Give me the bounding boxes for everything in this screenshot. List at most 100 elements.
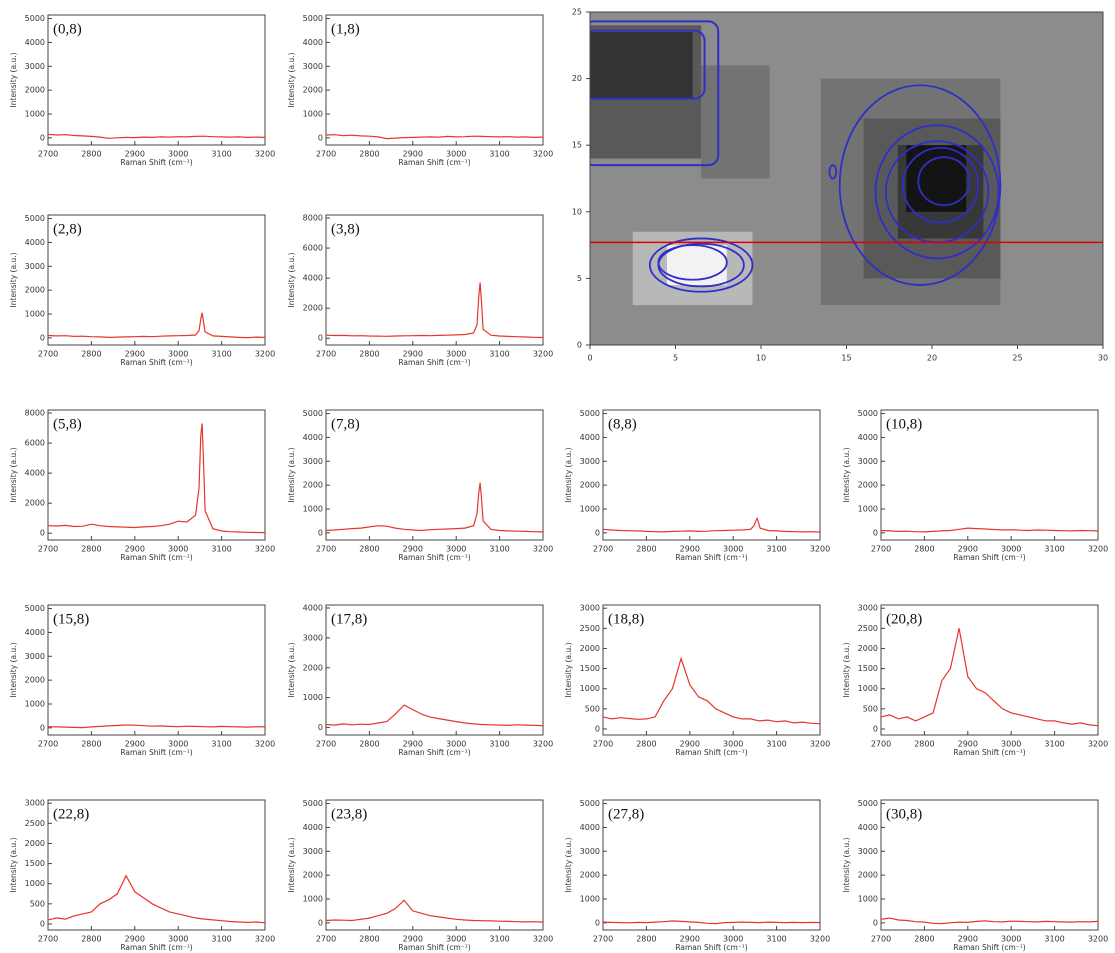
- x-tick-label: 2800: [914, 740, 934, 749]
- y-tick-label: 8000: [25, 409, 45, 418]
- y-tick-label: 2000: [303, 86, 323, 95]
- y-tick-label: 2500: [580, 624, 600, 633]
- y-tick-label: 3000: [25, 652, 45, 661]
- map-panel: 0510152025300510152025: [572, 8, 1108, 363]
- x-tick-label: 2800: [359, 740, 379, 749]
- y-axis-label: Intensity (a.u.): [287, 642, 296, 697]
- map-cell: [590, 32, 693, 99]
- y-tick-label: 2500: [25, 819, 45, 828]
- y-tick-label: 1000: [25, 879, 45, 888]
- spectrum-panel: 2700280029003000310032000100020003000400…: [287, 799, 553, 952]
- x-tick-label: 3200: [810, 935, 830, 944]
- panel-label: (2,8): [53, 221, 82, 237]
- y-tick-label: 4000: [303, 603, 323, 612]
- y-tick-label: 1000: [580, 504, 600, 513]
- y-tick-label: 5000: [858, 409, 878, 418]
- x-tick-label: 10: [756, 354, 766, 363]
- y-tick-label: 4000: [580, 823, 600, 832]
- y-tick-label: 1000: [303, 504, 323, 513]
- y-tick-label: 4000: [25, 628, 45, 637]
- y-tick-label: 3000: [858, 457, 878, 466]
- y-tick-label: 2000: [858, 644, 878, 653]
- spectrum-panel: 2700280029003000310032000100020003000400…: [9, 604, 275, 757]
- x-tick-label: 2700: [316, 150, 336, 159]
- y-tick-label: 2000: [25, 286, 45, 295]
- x-tick-label: 2700: [38, 150, 58, 159]
- y-tick-label: 4000: [303, 823, 323, 832]
- y-tick-label: 500: [585, 704, 600, 713]
- x-tick-label: 3200: [255, 545, 275, 554]
- y-tick-label: 3000: [858, 847, 878, 856]
- y-tick-label: 5000: [303, 14, 323, 23]
- y-tick-label: 1000: [580, 894, 600, 903]
- y-tick-label: 3000: [303, 847, 323, 856]
- x-tick-label: 3200: [255, 350, 275, 359]
- y-axis-label: Intensity (a.u.): [564, 642, 573, 697]
- y-tick-label: 3000: [580, 457, 600, 466]
- x-tick-label: 0: [587, 354, 592, 363]
- x-tick-label: 3100: [489, 350, 509, 359]
- x-tick-label: 2700: [593, 740, 613, 749]
- y-tick-label: 2000: [580, 481, 600, 490]
- x-tick-label: 3100: [211, 545, 231, 554]
- y-tick-label: 1500: [858, 664, 878, 673]
- y-axis-label: Intensity (a.u.): [287, 837, 296, 892]
- y-tick-label: 3000: [25, 799, 45, 808]
- x-tick-label: 3200: [1088, 935, 1108, 944]
- y-tick-label: 0: [318, 528, 323, 537]
- x-tick-label: 2800: [359, 935, 379, 944]
- x-tick-label: 2800: [81, 545, 101, 554]
- panel-label: (18,8): [608, 611, 644, 627]
- x-tick-label: 3100: [1044, 545, 1064, 554]
- x-axis-label: Raman Shift (cm⁻¹): [120, 358, 192, 367]
- spectrum-panel: 2700280029003000310032000200040006000800…: [287, 214, 553, 367]
- panel-label: (10,8): [886, 416, 922, 432]
- x-tick-label: 2700: [871, 740, 891, 749]
- x-axis-label: Raman Shift (cm⁻¹): [953, 553, 1025, 562]
- x-axis-label: Raman Shift (cm⁻¹): [120, 158, 192, 167]
- x-tick-label: 2700: [593, 935, 613, 944]
- y-tick-label: 3000: [25, 62, 45, 71]
- y-tick-label: 1000: [858, 684, 878, 693]
- x-tick-label: 2800: [636, 740, 656, 749]
- x-tick-label: 30: [1098, 354, 1108, 363]
- y-axis-label: Intensity (a.u.): [842, 837, 851, 892]
- y-tick-label: 5: [577, 274, 582, 283]
- x-tick-label: 2700: [38, 545, 58, 554]
- y-tick-label: 4000: [858, 823, 878, 832]
- panel-label: (5,8): [53, 416, 82, 432]
- y-tick-label: 3000: [303, 457, 323, 466]
- panel-label: (30,8): [886, 806, 922, 822]
- y-tick-label: 2000: [303, 871, 323, 880]
- x-axis-label: Raman Shift (cm⁻¹): [398, 158, 470, 167]
- y-axis-label: Intensity (a.u.): [564, 837, 573, 892]
- x-tick-label: 3200: [255, 935, 275, 944]
- y-tick-label: 1000: [858, 504, 878, 513]
- y-tick-label: 6000: [303, 244, 323, 253]
- y-tick-label: 4000: [25, 38, 45, 47]
- panel-label: (7,8): [331, 416, 360, 432]
- spectrum-panel: 2700280029003000310032000100020003000400…: [287, 603, 553, 757]
- y-tick-label: 0: [873, 918, 878, 927]
- x-tick-label: 15: [841, 354, 851, 363]
- y-tick-label: 2000: [858, 871, 878, 880]
- x-tick-label: 2700: [316, 740, 336, 749]
- x-tick-label: 3200: [1088, 545, 1108, 554]
- x-tick-label: 3200: [1088, 740, 1108, 749]
- y-tick-label: 1000: [303, 693, 323, 702]
- y-tick-label: 1000: [303, 109, 323, 118]
- y-axis-label: Intensity (a.u.): [9, 52, 18, 107]
- y-tick-label: 0: [40, 333, 45, 342]
- x-tick-label: 3100: [489, 935, 509, 944]
- y-tick-label: 1000: [25, 109, 45, 118]
- y-tick-label: 0: [40, 919, 45, 928]
- y-axis-label: Intensity (a.u.): [287, 252, 296, 307]
- x-tick-label: 5: [673, 354, 678, 363]
- spectrum-panel: 2700280029003000310032000500100015002000…: [842, 604, 1108, 757]
- y-tick-label: 0: [318, 918, 323, 927]
- panel-label: (22,8): [53, 806, 89, 822]
- y-tick-label: 3000: [303, 633, 323, 642]
- y-tick-label: 5000: [858, 799, 878, 808]
- x-tick-label: 3200: [810, 740, 830, 749]
